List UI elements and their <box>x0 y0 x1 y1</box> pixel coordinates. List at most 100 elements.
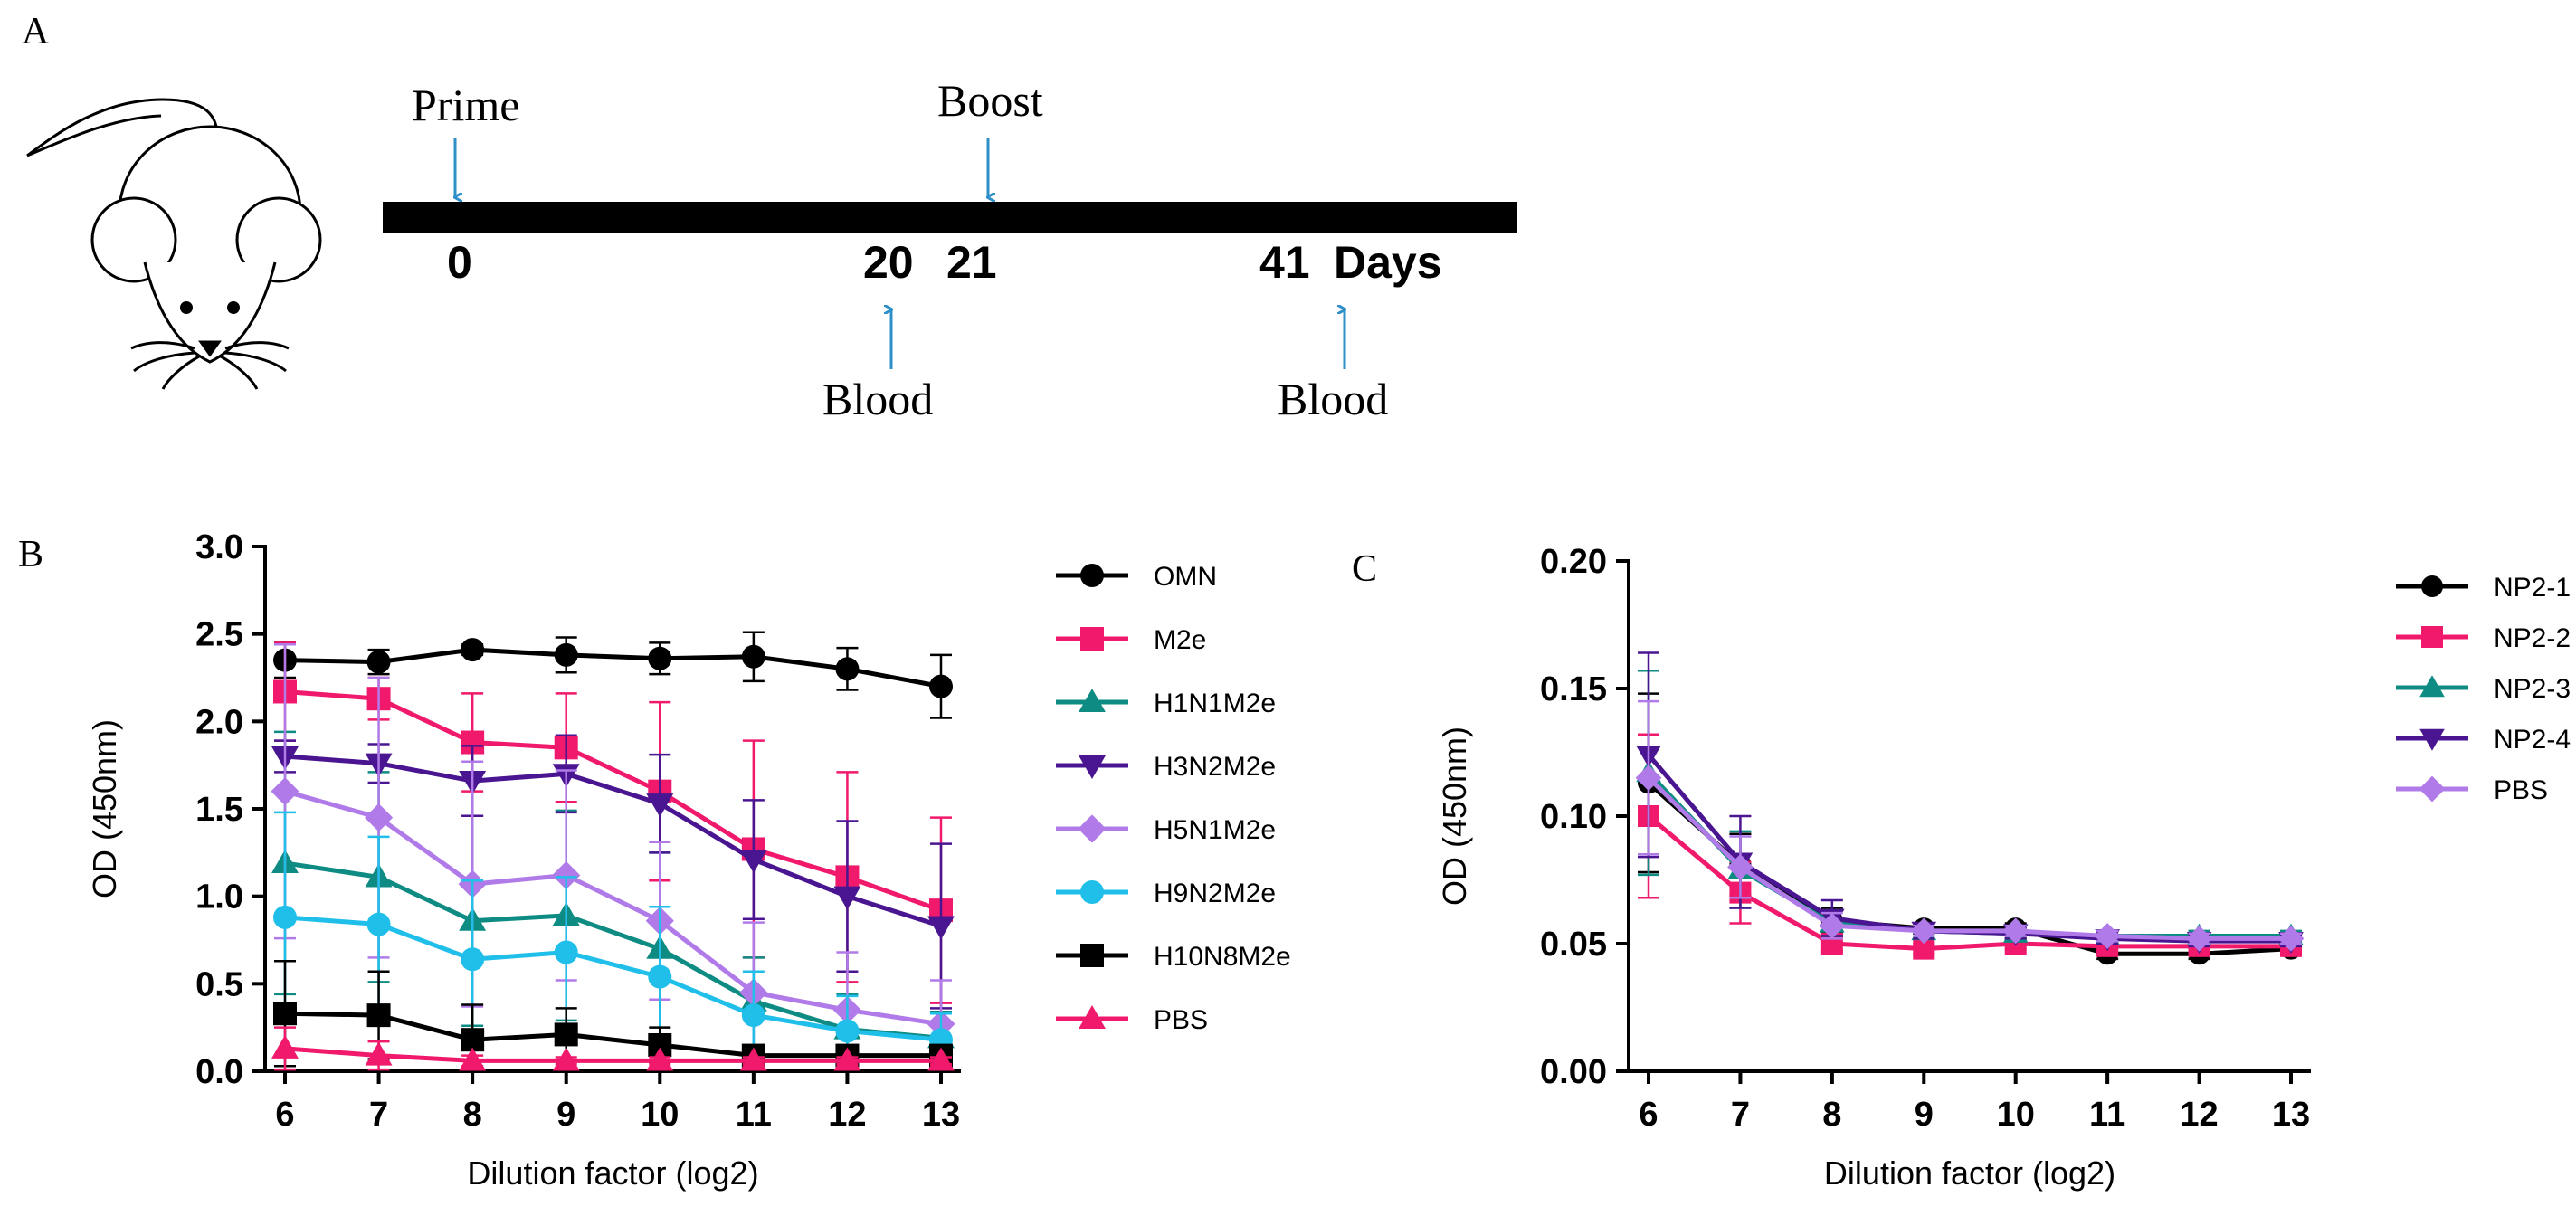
data-point <box>271 1034 299 1059</box>
x-tick-label: 8 <box>463 1096 482 1134</box>
data-point <box>459 1047 487 1071</box>
series-line <box>284 1046 941 1063</box>
data-point <box>271 777 299 806</box>
legend-label: NP2-3 <box>2494 674 2571 704</box>
data-point <box>273 905 297 929</box>
legend-label: H5N1M2e <box>1154 815 1276 845</box>
y-tick-label: 0.15 <box>1540 670 1607 708</box>
legend-marker <box>1080 564 1104 587</box>
panel-label-b: B <box>18 534 43 575</box>
timeline-bar <box>383 202 1517 233</box>
data-point <box>2002 917 2029 945</box>
legend-marker <box>2419 675 2445 698</box>
y-tick-label: 1.0 <box>195 879 243 917</box>
data-point <box>1819 912 1846 939</box>
data-point <box>927 916 955 940</box>
data-point <box>273 1002 297 1026</box>
data-point <box>833 1047 861 1071</box>
data-point <box>739 1047 767 1071</box>
x-tick-label: 9 <box>556 1096 575 1134</box>
data-point <box>552 1047 580 1071</box>
series-PBS <box>1635 699 2305 952</box>
data-point <box>552 860 581 890</box>
data-point <box>1727 854 1754 880</box>
legend-entry: NP2-1 <box>2396 573 2571 603</box>
x-tick-label: 11 <box>736 1096 772 1134</box>
data-point <box>835 657 860 681</box>
y-tick-label: 2.0 <box>195 703 243 741</box>
panel-label-a: A <box>22 11 50 52</box>
data-point <box>1635 765 1662 792</box>
legend-marker <box>1079 1005 1106 1030</box>
chart-c: 0.00 0.05 0.10 0.15 0.20 6 7 8 9 10 11 12 13 Dilution… <box>1436 543 2571 1192</box>
data-point <box>554 940 578 964</box>
data-point <box>835 1019 860 1043</box>
y-tick-label: 0.0 <box>195 1053 243 1091</box>
legend-marker <box>1080 880 1104 904</box>
series-line <box>284 1011 941 1059</box>
legend-entry: H10N8M2e <box>1056 942 1291 972</box>
y-tick-label: 0.10 <box>1540 798 1607 836</box>
data-point <box>648 646 672 670</box>
series-line <box>1647 775 2291 941</box>
x-tick-label: 11 <box>2089 1096 2125 1134</box>
prime-label: Prime <box>412 80 519 130</box>
legend-label: H9N2M2e <box>1154 879 1276 908</box>
series-NP2-2 <box>1638 733 2302 960</box>
data-point <box>927 1047 955 1071</box>
x-tick-label: 10 <box>641 1096 679 1134</box>
data-point <box>646 793 674 818</box>
legend-marker <box>1079 755 1106 779</box>
legend-marker <box>1080 627 1104 651</box>
x-tick-label: 6 <box>1639 1096 1658 1134</box>
legend-marker <box>1079 689 1106 713</box>
blood-label-2: Blood <box>1278 374 1388 424</box>
y-tick-label: 1.5 <box>195 791 243 829</box>
legend-marker <box>2419 775 2446 803</box>
series-NP2-4 <box>1636 651 2304 954</box>
data-point <box>739 850 767 874</box>
x-tick-label: 7 <box>369 1096 388 1134</box>
day-21-label: 21 <box>946 237 997 288</box>
legend-label: H10N8M2e <box>1154 942 1291 972</box>
legend-entry: NP2-4 <box>2396 725 2571 755</box>
x-tick-label: 6 <box>275 1096 294 1134</box>
data-point <box>2094 923 2121 949</box>
legend-entry: OMN <box>1056 562 1217 592</box>
legend-label: PBS <box>2494 775 2548 805</box>
x-axis-label: Dilution factor (log2) <box>1824 1154 2115 1192</box>
data-point <box>741 1003 765 1028</box>
data-point <box>2277 925 2305 952</box>
legend-label: PBS <box>1154 1005 1208 1035</box>
data-point <box>1910 917 1937 945</box>
legend-marker <box>2421 575 2443 597</box>
y-tick-label: 0.00 <box>1540 1053 1607 1091</box>
legend-entry: NP2-3 <box>2396 674 2571 704</box>
legend-marker <box>1078 814 1107 843</box>
x-tick-label: 7 <box>1731 1096 1750 1134</box>
legend-entry: H1N1M2e <box>1056 689 1276 718</box>
x-tick-label: 8 <box>1822 1096 1841 1134</box>
blood-label-1: Blood <box>822 374 933 424</box>
chart-b: 0.0 0.5 1.0 1.5 2.0 2.5 3.0 6 7 8 9 10 11 12 13 Dilutio… <box>86 528 1291 1192</box>
data-point <box>366 650 391 674</box>
x-tick-label: 12 <box>2180 1096 2218 1134</box>
series-line <box>284 647 942 689</box>
y-tick-label: 3.0 <box>195 528 243 566</box>
legend-label: NP2-1 <box>2494 573 2571 603</box>
series-NP2-3 <box>1636 670 2304 945</box>
y-tick-label: 0.20 <box>1540 543 1607 581</box>
series-line <box>284 754 942 928</box>
series-line <box>284 789 942 1027</box>
x-axis-label: Dilution factor (log2) <box>467 1154 758 1192</box>
series-line <box>284 860 942 1040</box>
data-point <box>366 1003 391 1028</box>
x-tick-label: 9 <box>1915 1096 1934 1134</box>
y-tick-label: 0.5 <box>195 965 243 1003</box>
data-point <box>648 964 672 989</box>
data-point <box>833 886 861 910</box>
data-point <box>366 912 391 936</box>
data-point <box>461 638 485 662</box>
y-axis-label: OD (450nm) <box>1436 727 1473 906</box>
legend-label: NP2-4 <box>2494 725 2571 755</box>
